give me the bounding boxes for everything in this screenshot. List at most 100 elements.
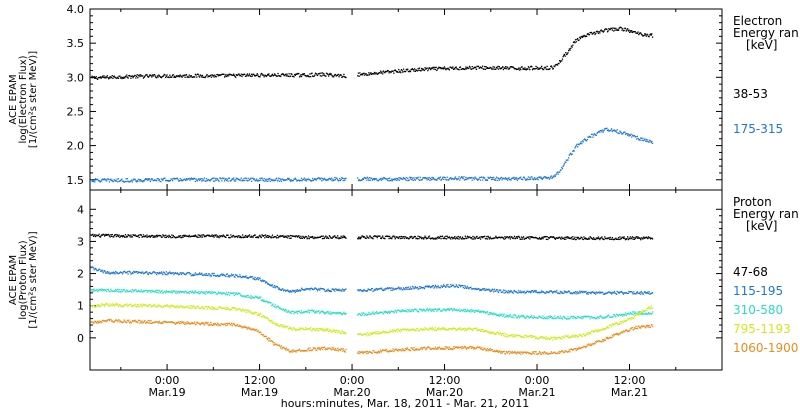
data-point [500,68,502,70]
data-point [541,177,543,179]
data-point [360,315,362,317]
data-point [176,75,179,77]
data-point [342,235,344,237]
data-point [149,236,151,238]
data-point [111,320,113,322]
data-point [494,237,496,239]
data-point [428,327,430,329]
data-point [451,177,453,180]
data-point [124,303,127,306]
legend-entry: 38-53 [733,87,768,101]
data-point [430,179,432,181]
data-point [485,66,487,68]
data-point [142,303,145,305]
data-point [495,176,498,178]
data-point [142,181,144,183]
data-point [205,306,207,308]
data-point [312,288,314,291]
data-point [484,330,487,333]
data-point [185,179,187,181]
data-point [486,331,489,333]
data-point [436,285,439,287]
data-point [325,179,327,181]
data-point [407,70,410,73]
data-point [123,319,125,321]
data-point [320,310,322,313]
data-point [486,178,488,181]
data-point [287,311,289,313]
data-point [174,236,176,238]
data-point [337,312,339,314]
data-point [550,337,552,340]
data-point [177,179,179,181]
data-point [224,236,226,238]
data-point [534,68,536,70]
data-point [644,33,646,35]
data-point [636,236,638,238]
data-point [168,180,170,182]
data-point [464,287,466,289]
data-point [182,307,184,309]
data-point [554,317,557,320]
data-point [133,75,135,77]
y-tick-label: 2 [77,268,84,281]
data-point [645,292,647,294]
data-point [342,332,344,334]
data-point [99,320,102,322]
data-point [416,328,419,330]
data-point [248,276,251,278]
data-point [229,73,231,76]
data-point [525,292,527,294]
data-point [393,289,395,291]
data-point [226,75,228,77]
data-point [395,236,397,238]
data-point [243,73,245,75]
data-point [482,288,484,290]
data-point [233,179,235,181]
data-point [170,291,172,294]
data-point [525,291,527,293]
data-point [256,278,258,280]
data-point [264,74,266,76]
data-point [177,236,179,238]
data-point [395,70,397,72]
data-point [622,322,625,324]
data-point [649,238,652,240]
data-point [487,176,489,178]
data-point [527,315,529,317]
data-point [272,236,274,239]
data-point [541,237,543,239]
data-point [341,313,344,315]
data-point [296,311,298,313]
data-point [367,333,369,335]
data-point [277,72,279,75]
data-point [602,293,604,295]
data-point [423,288,425,290]
data-point [629,291,631,293]
data-point [467,67,469,69]
data-point [128,181,131,183]
data-point [242,308,244,310]
data-point [124,77,126,79]
data-point [113,271,115,273]
data-point [645,312,647,315]
data-point [159,272,161,275]
data-point [190,274,192,277]
data-point [182,179,184,181]
data-point [387,311,389,313]
data-point [636,237,638,239]
data-point [627,28,629,30]
data-point [151,289,153,291]
data-point [332,76,335,78]
data-point [596,30,598,32]
data-point [608,324,611,326]
data-point [511,334,513,336]
data-point [598,31,600,33]
data-point [220,292,222,294]
data-point [210,292,213,294]
data-point [464,311,466,313]
data-point [131,181,133,183]
data-point [595,318,597,320]
data-point [199,76,201,78]
data-point [384,235,387,238]
